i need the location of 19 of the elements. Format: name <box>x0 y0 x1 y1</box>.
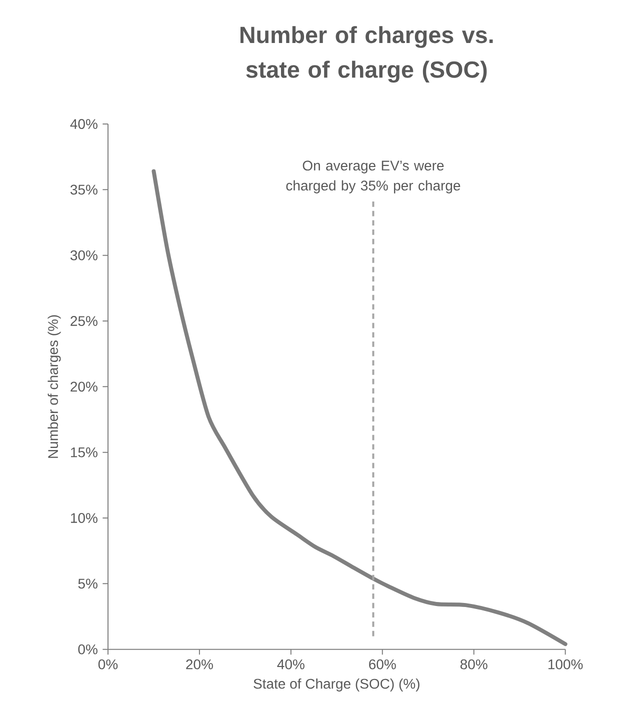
x-tick-label: 40% <box>277 659 304 670</box>
x-tick-label: 100% <box>548 659 583 670</box>
y-tick-label: 0% <box>78 644 98 654</box>
ref-line-label: On average EV’s were charged by 35% per charge <box>286 160 460 194</box>
y-tick-label: 35% <box>70 184 98 195</box>
y-tick-label: 10% <box>71 513 98 523</box>
y-tick-label: 40% <box>70 119 98 129</box>
y-tick-label: 15% <box>71 447 98 458</box>
x-tick-label: 20% <box>186 659 213 670</box>
chart-title: Number of charges vs. state of charge (SOC) <box>240 26 493 83</box>
y-tick-label: 20% <box>70 382 98 392</box>
x-tick-label: 0% <box>98 659 118 670</box>
y-axis-title: Number of charges (%) <box>48 315 61 458</box>
y-tick-label: 5% <box>78 578 98 589</box>
x-tick-label: 60% <box>369 659 396 670</box>
x-axis-title: State of Charge (SOC) (%) <box>254 678 420 692</box>
y-tick-label: 30% <box>70 250 98 260</box>
y-tick-label: 25% <box>70 316 98 326</box>
x-tick-label: 80% <box>460 659 488 670</box>
